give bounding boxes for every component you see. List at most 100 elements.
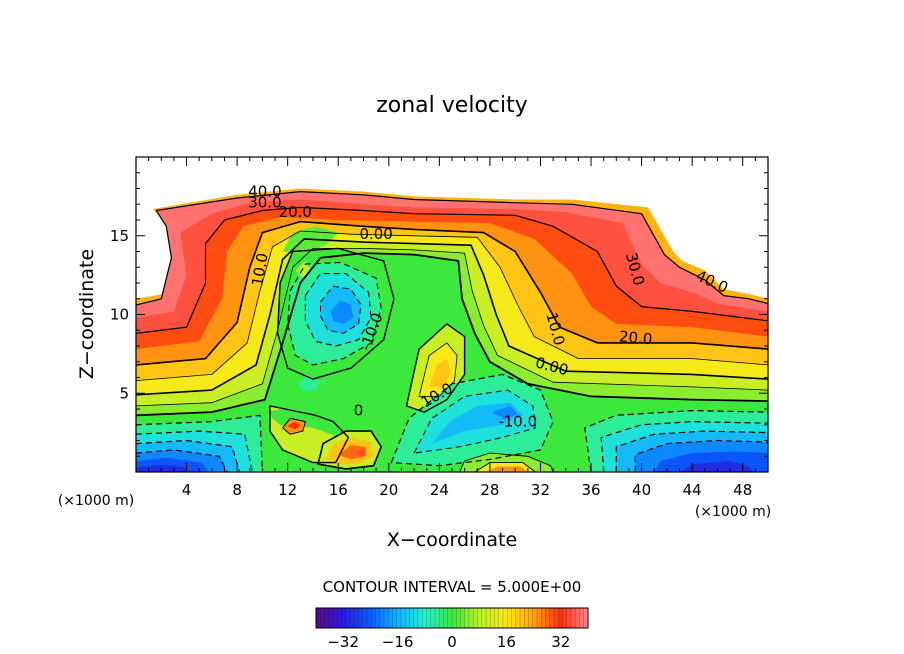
x-tick-label: 48	[733, 481, 752, 499]
y-tick-label: 15	[110, 227, 129, 245]
colorbar-cell	[503, 608, 508, 628]
colorbar-frame	[315, 607, 589, 629]
colorbar-cell	[520, 608, 525, 628]
colorbar-cell	[490, 608, 495, 628]
colorbar-cell	[566, 608, 572, 628]
x-tick-label: 8	[232, 481, 242, 499]
colorbar-cell	[392, 608, 398, 628]
colorbar-cell	[541, 608, 546, 628]
contour-label: 40.0	[248, 182, 281, 200]
x-tick-label: 32	[531, 481, 550, 499]
colorbar-cell	[579, 608, 585, 628]
contour-line	[136, 247, 768, 407]
colorbar-cell	[345, 608, 351, 628]
colorbar-cell	[554, 608, 559, 628]
colorbar-cell	[435, 608, 440, 628]
colorbar-cell	[460, 608, 466, 628]
contour-region-r-30	[136, 464, 190, 472]
colorbar-cell	[575, 608, 580, 628]
colorbar-cell	[405, 608, 410, 628]
colorbar-cell	[494, 608, 500, 628]
colorbar-cell	[375, 608, 381, 628]
y-tick-label: 10	[110, 306, 129, 324]
colorbar-tick-label: −32	[327, 633, 359, 651]
contour-line	[136, 238, 768, 396]
x-tick-label: 16	[329, 481, 348, 499]
x-tick-label: 20	[379, 481, 398, 499]
contour-line	[405, 323, 466, 413]
colorbar-cell	[558, 608, 563, 628]
colorbar-cell	[367, 608, 372, 628]
colorbar-cell	[532, 608, 538, 628]
contour-line	[287, 261, 382, 366]
colorbar-cell	[447, 608, 453, 628]
contour-region-bottomwarm25	[484, 466, 528, 472]
contour-interval-label: CONTOUR INTERVAL = 5.000E+00	[323, 578, 582, 596]
contour-region-warmcore20	[429, 358, 451, 387]
colorbar-cell	[422, 608, 427, 628]
colorbar-cell	[328, 608, 334, 628]
contour-line	[269, 405, 350, 464]
colorbar-cell	[456, 608, 461, 628]
contour-line	[276, 247, 395, 380]
contour-line	[600, 421, 768, 472]
contour-line	[136, 230, 768, 381]
contour-line	[320, 285, 362, 334]
x-axis-label: X−coordinate	[387, 529, 517, 551]
colorbar-cell	[396, 608, 402, 628]
contour-label: 0	[354, 401, 364, 419]
x-tick-label: 40	[632, 481, 651, 499]
contour-line	[418, 342, 458, 397]
colorbar-cell	[571, 608, 576, 628]
chart-title: zonal velocity	[376, 93, 528, 118]
contour-line	[136, 191, 768, 306]
colorbar-tick-label: −16	[382, 633, 414, 651]
colorbar-cell	[537, 608, 542, 628]
colorbar-cell	[473, 608, 478, 628]
colorbar-cell	[388, 608, 393, 628]
colorbar-cell	[320, 608, 325, 628]
colorbar-cell	[464, 608, 470, 628]
contour-label: -10.0	[498, 412, 537, 430]
contour-line	[136, 430, 253, 472]
contour-line	[615, 430, 768, 472]
colorbar-tick-label: 16	[497, 633, 516, 651]
contour-line	[136, 206, 768, 334]
colorbar-cell	[362, 608, 368, 628]
colorbar-cell	[426, 608, 432, 628]
contour-region-r-30b	[679, 461, 753, 472]
contour-line	[136, 439, 241, 472]
contour-line	[136, 449, 228, 472]
colorbar-cell	[549, 608, 555, 628]
colorbar-cell	[401, 608, 406, 628]
colorbar-cell	[583, 608, 589, 628]
colorbar-cell	[409, 608, 415, 628]
colorbar-cell	[524, 608, 529, 628]
colorbar-cell	[439, 608, 444, 628]
contour-line-layer	[136, 191, 768, 472]
contour-line	[634, 439, 768, 472]
colorbar-cell	[562, 608, 568, 628]
contour-label: 30.0	[248, 193, 281, 211]
colorbar-cell	[354, 608, 359, 628]
x-tick-label: 36	[581, 481, 600, 499]
colorbar-cell	[545, 608, 551, 628]
colorbar-cell	[528, 608, 534, 628]
contour-region-hot2c	[338, 445, 366, 460]
contour-line	[413, 389, 536, 454]
colorbar-cell	[337, 608, 342, 628]
contour-line	[282, 417, 306, 435]
colorbar-cell	[333, 608, 338, 628]
contour-region-eddy-20	[330, 300, 354, 324]
colorbar-cell	[371, 608, 376, 628]
contour-line	[136, 414, 263, 472]
contour-line	[459, 452, 554, 472]
x-tick-label: 24	[430, 481, 449, 499]
colorbar-cell	[418, 608, 423, 628]
contour-region-deepeddy-20	[492, 405, 518, 420]
colorbar-cell	[430, 608, 436, 628]
contour-line	[136, 252, 768, 417]
colorbar-cell	[316, 608, 321, 628]
colorbar-tick-label: 0	[447, 633, 457, 651]
